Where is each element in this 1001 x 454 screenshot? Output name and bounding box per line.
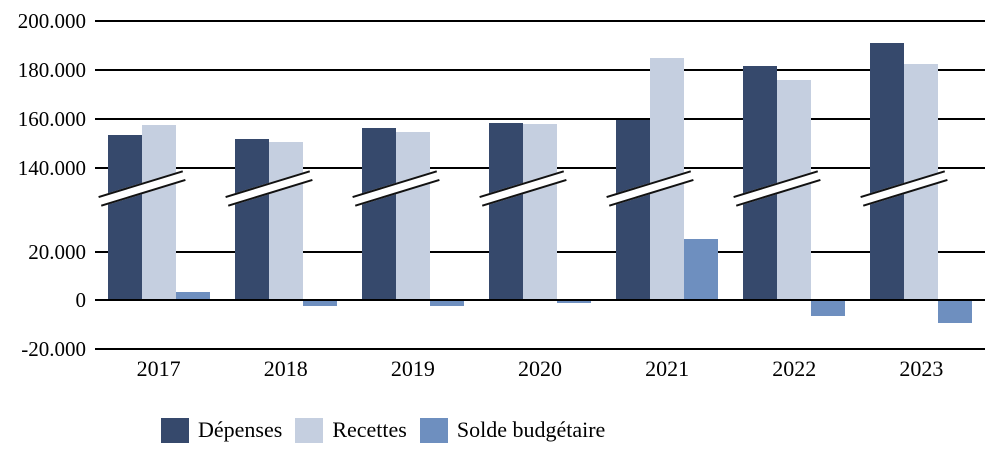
legend-label: Recettes: [332, 417, 407, 442]
x-axis-label-2018: 2018: [263, 356, 308, 381]
legend-swatch-icon: [161, 417, 189, 443]
bar-solde-budg-taire-2018: [302, 301, 337, 306]
bar-d-penses-2018: [234, 138, 269, 300]
bar-d-penses-2021: [616, 120, 651, 300]
x-axis-label-2022: 2022: [772, 356, 817, 381]
bar-solde-budg-taire-2020: [557, 301, 591, 304]
bar-solde-budg-taire-2017: [175, 291, 210, 300]
bar-d-penses-2023: [870, 43, 905, 300]
legend-label: Solde budgétaire: [456, 417, 606, 442]
x-axis-label-2020: 2020: [518, 356, 562, 381]
y-axis-label: 140.000: [17, 156, 86, 180]
x-axis-label-2017: 2017: [136, 356, 181, 381]
bar-d-penses-2020: [489, 122, 523, 300]
gridline-0: [95, 299, 985, 301]
x-axis-label-2019: 2019: [390, 356, 435, 381]
legend-swatch-icon: [295, 417, 324, 443]
gridline--20.000: [95, 347, 985, 350]
bar-solde-budg-taire-2022: [811, 301, 846, 316]
bar-solde-budg-taire-2019: [429, 301, 464, 306]
gridline-180.000: [95, 69, 985, 71]
y-axis-label: 200.000: [17, 9, 86, 33]
legend-swatch-icon: [419, 417, 448, 443]
bar-recettes-2019: [395, 132, 430, 300]
legend-item-recettes: Recettes: [295, 417, 407, 443]
legend: Dépenses Recettes Solde budgétaire: [161, 417, 605, 443]
bar-d-penses-2019: [361, 127, 396, 300]
legend-item-solde-budg-taire: Solde budgétaire: [419, 417, 606, 443]
bar-solde-budg-taire-2021: [684, 239, 719, 300]
legend-label: Dépenses: [198, 417, 283, 442]
y-axis-label: 180.000: [17, 58, 86, 82]
bar-recettes-2020: [523, 123, 557, 300]
bar-recettes-2018: [268, 142, 303, 300]
y-axis-label: -20.000: [21, 336, 86, 361]
x-axis-label-2023: 2023: [899, 356, 944, 381]
y-axis-label: 160.000: [17, 107, 86, 131]
gridline-160.000: [95, 118, 985, 120]
bar-recettes-2017: [141, 125, 176, 300]
x-axis-label-2021: 2021: [645, 356, 690, 381]
gridline-200.000: [95, 20, 985, 22]
bar-d-penses-2017: [107, 134, 142, 300]
y-axis-label: 20.000: [28, 239, 86, 264]
y-axis-label: 0: [75, 288, 87, 312]
legend-item-d-penses: Dépenses: [161, 417, 282, 443]
bar-solde-budg-taire-2023: [938, 301, 973, 323]
